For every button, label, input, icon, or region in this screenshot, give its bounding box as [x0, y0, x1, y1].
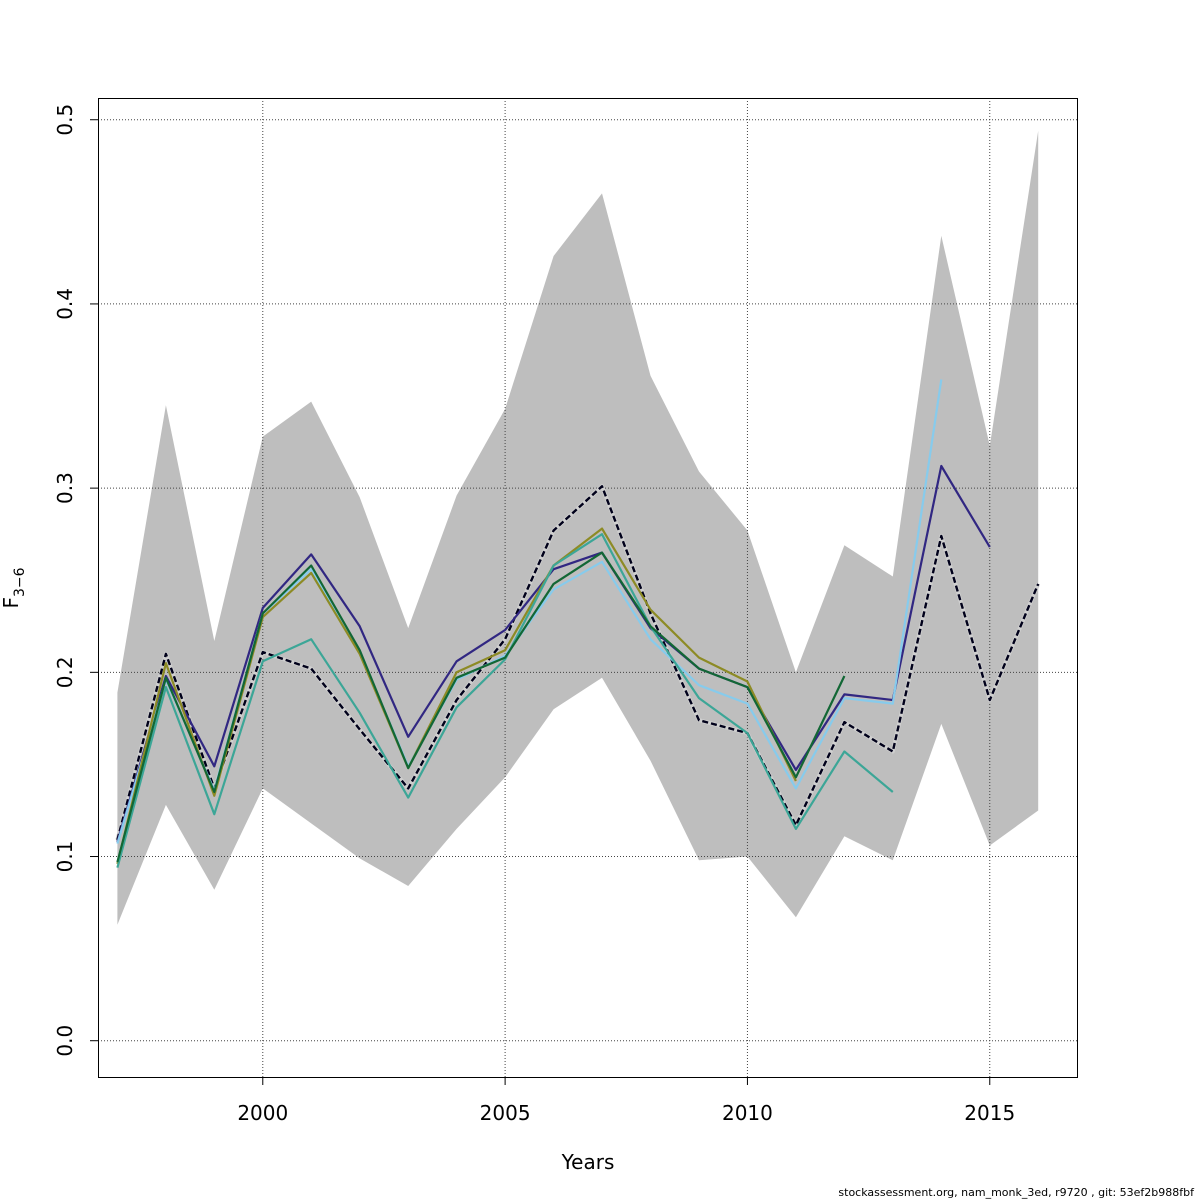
y-axis-title: F3−6 — [0, 567, 28, 608]
y-axis-title-main: F — [0, 597, 23, 609]
footer-credit: stockassessment.org, nam_monk_3ed, r9720… — [838, 1186, 1194, 1199]
series-line-6 — [116, 551, 846, 863]
confidence-band — [117, 130, 1039, 925]
plot-frame — [98, 98, 1078, 1078]
y-tick-label-0.1: 0.1 — [53, 841, 77, 873]
y-tick-label-0.0: 0.0 — [53, 1025, 77, 1057]
grid-layer — [98, 98, 1077, 1077]
series-line-5 — [116, 533, 894, 868]
x-tick-label-2010: 2010 — [722, 1101, 773, 1125]
x-axis-title: Years — [561, 1150, 615, 1174]
axis-layer: 2000 2005 2010 2015 0.0 0.1 0.2 0.3 0.4 0.5 — [53, 104, 1015, 1125]
y-tick-label-0.3: 0.3 — [53, 472, 77, 504]
y-tick-label-0.2: 0.2 — [53, 656, 77, 688]
series-layer — [115, 379, 1041, 868]
x-tick-label-2000: 2000 — [237, 1101, 288, 1125]
svg-text:F3−6: F3−6 — [0, 567, 28, 608]
confidence-band-layer — [117, 130, 1039, 925]
x-tick-label-2015: 2015 — [964, 1101, 1015, 1125]
series-line-2 — [116, 464, 991, 843]
x-tick-label-2005: 2005 — [480, 1101, 531, 1125]
y-tick-label-0.4: 0.4 — [53, 288, 77, 320]
y-tick-label-0.5: 0.5 — [53, 104, 77, 136]
y-axis-title-subscript: 3−6 — [12, 567, 28, 597]
series-line-1 — [116, 485, 1040, 841]
